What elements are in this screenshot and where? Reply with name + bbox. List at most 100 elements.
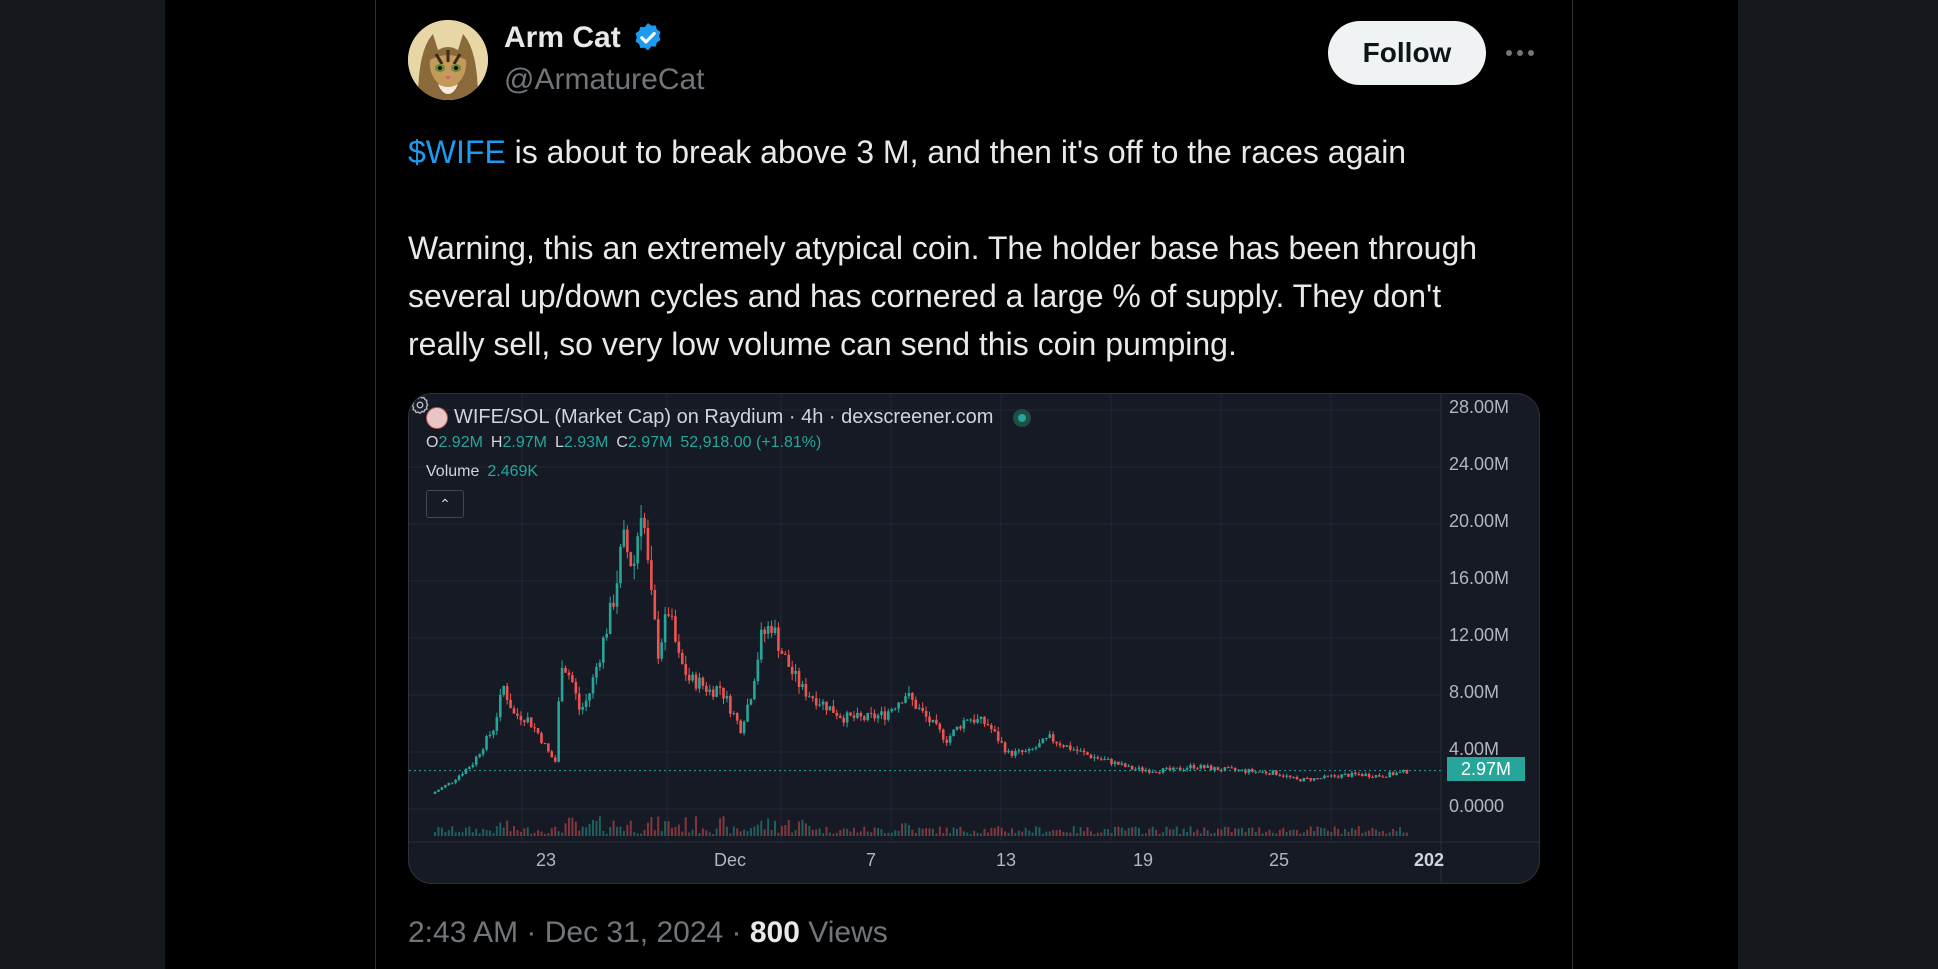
volume-bar [1292, 829, 1295, 836]
volume-bar [1309, 826, 1312, 836]
candle-body [619, 546, 622, 584]
volume-bar [1385, 833, 1388, 836]
candle-body [612, 602, 615, 607]
volume-bar [890, 832, 893, 836]
candle-body [969, 719, 973, 721]
volume-bar [633, 832, 636, 836]
tweet-paragraph-2: Warning, this an extremely atypical coin… [408, 230, 1478, 362]
candle-body [976, 719, 979, 723]
candle-body [966, 719, 969, 721]
volume-label: Volume [426, 463, 480, 480]
volume-bar [1337, 828, 1340, 836]
volume-bar [1021, 831, 1024, 836]
volume-bar [928, 828, 931, 836]
candle-body [948, 736, 952, 743]
volume-bar [595, 821, 598, 836]
candle-body [581, 707, 584, 710]
tweet-timestamp[interactable]: 2:43 AM · Dec 31, 2024 · [408, 916, 750, 949]
candle-body [1209, 765, 1213, 771]
candle-body [1340, 774, 1343, 778]
chart-image-card[interactable]: WIFE/SOL (Market Cap) on Raydium · 4h · … [408, 393, 1540, 884]
candle-body [1357, 773, 1361, 775]
candle-body [845, 712, 849, 723]
volume-bar [1110, 833, 1113, 836]
volume-bar [1268, 829, 1271, 836]
volume-bar [1302, 832, 1305, 836]
volume-bar [646, 822, 649, 836]
volume-bar [495, 826, 498, 836]
candle-body [828, 706, 832, 711]
volume-bar [619, 826, 622, 836]
author-handle[interactable]: @ArmatureCat [504, 63, 705, 96]
avatar[interactable] [408, 20, 488, 100]
candle-body [1299, 779, 1302, 782]
volume-bar [1086, 827, 1089, 836]
candle-body [598, 662, 602, 667]
volume-bar [691, 829, 694, 836]
volume-bar [1196, 829, 1199, 836]
follow-button[interactable]: Follow [1328, 21, 1486, 85]
candle-body [529, 717, 533, 728]
volume-bar [1103, 828, 1106, 836]
candle-body [1354, 772, 1357, 774]
volume-bar [1083, 831, 1086, 836]
candle-body [753, 681, 756, 700]
left-sidebar-background [0, 0, 165, 969]
volume-bar [554, 826, 557, 836]
volume-bar [801, 819, 804, 836]
verified-badge-icon [635, 23, 661, 51]
chevron-up-icon[interactable]: ⌃ [426, 490, 464, 518]
volume-bar [519, 831, 522, 836]
volume-bar [1350, 828, 1353, 836]
volume-bar [640, 833, 643, 836]
volume-bar [543, 833, 546, 836]
x-tick-label: 23 [536, 850, 557, 870]
cashtag-link[interactable]: $WIFE [408, 134, 506, 170]
candle-body [1175, 767, 1179, 769]
token-pair-icon [426, 406, 448, 429]
volume-bar [897, 830, 900, 836]
volume-bar [725, 826, 728, 836]
volume-bar [1165, 826, 1168, 836]
volume-bar [938, 826, 941, 836]
candle-body [1099, 758, 1103, 760]
volume-bar [1206, 830, 1209, 836]
candle-body [1216, 767, 1220, 771]
candle-body [1034, 747, 1038, 749]
more-dots-icon[interactable] [1502, 36, 1538, 70]
candle-body [911, 692, 914, 700]
candle-body [557, 701, 560, 762]
volume-bar [986, 832, 989, 836]
volume-bar [1254, 832, 1257, 836]
candle-body [732, 713, 736, 715]
candle-body [481, 749, 485, 755]
candle-body [1072, 749, 1076, 751]
volume-bar [942, 832, 945, 836]
volume-bar [1313, 831, 1316, 836]
volume-bar [777, 832, 780, 836]
y-tick-label: 4.00M [1449, 739, 1500, 759]
volume-bar [530, 833, 533, 836]
volume-bar [1251, 827, 1254, 836]
candle-body [801, 684, 804, 688]
volume-bar [966, 832, 969, 836]
volume-bar [1172, 829, 1175, 836]
volume-bar [849, 831, 852, 836]
volume-bar [1120, 827, 1123, 836]
settings-gear-icon[interactable] [409, 394, 431, 416]
x-tick-label: Dec [714, 850, 747, 870]
volume-bar [1127, 827, 1130, 836]
candle-body [444, 785, 447, 788]
volume-bar [877, 827, 880, 836]
candle-body [701, 677, 705, 686]
volume-bar [1347, 831, 1350, 836]
candle-body [722, 687, 725, 699]
candle-body [636, 536, 639, 564]
volume-bar [729, 833, 732, 836]
volume-bar [585, 827, 588, 836]
candle-body [849, 712, 852, 716]
y-tick-label: 20.00M [1449, 511, 1510, 531]
candle-body [1226, 767, 1230, 769]
display-name[interactable]: Arm Cat [504, 21, 621, 54]
candle-body [1330, 775, 1333, 777]
